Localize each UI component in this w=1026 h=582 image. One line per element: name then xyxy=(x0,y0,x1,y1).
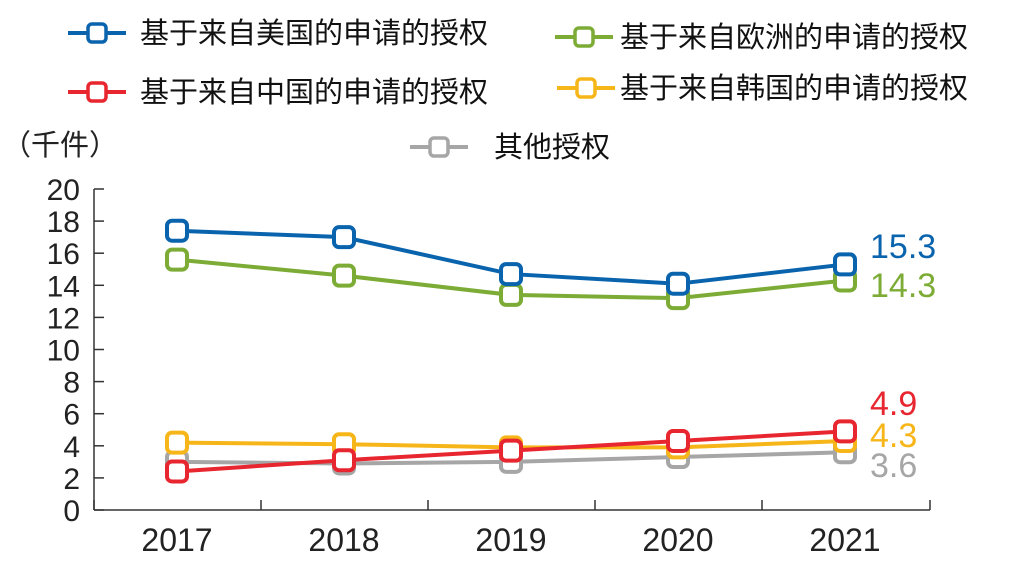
legend-label-korea: 基于来自韩国的申请的授权 xyxy=(620,71,968,105)
legend-label-china: 基于来自中国的申请的授权 xyxy=(140,75,488,109)
end-labels: 15.314.3 4.94.33.6 xyxy=(870,228,936,485)
y-unit-label: （千件） xyxy=(2,128,118,162)
end-value-label: 15.3 xyxy=(870,228,936,266)
end-value-label: 4.3 xyxy=(870,417,917,455)
y-tick-label: 10 xyxy=(47,335,80,368)
series-2 xyxy=(165,419,857,484)
legend-item-china: 基于来自中国的申请的授权 xyxy=(68,75,488,109)
y-tick-label: 0 xyxy=(63,495,80,528)
y-tick-label: 14 xyxy=(47,270,80,303)
end-value-label: 4.9 xyxy=(870,385,917,423)
legend-item-korea: 基于来自韩国的申请的授权 xyxy=(557,71,968,105)
series-0 xyxy=(165,218,857,296)
data-point xyxy=(165,218,189,243)
data-point xyxy=(332,263,356,288)
data-point xyxy=(165,430,189,455)
legend-marker-korea xyxy=(575,77,597,99)
data-point xyxy=(332,448,356,473)
x-tick-label: 2021 xyxy=(809,522,880,558)
y-tick-label: 8 xyxy=(63,367,80,400)
data-point xyxy=(499,282,523,307)
y-tick-label: 12 xyxy=(47,302,80,335)
legend-marker-other xyxy=(428,136,450,158)
data-point xyxy=(666,428,690,453)
legend-item-other: 其他授权 xyxy=(410,130,610,164)
x-tick-label: 2017 xyxy=(141,522,212,558)
data-point xyxy=(666,271,690,296)
data-point xyxy=(165,459,189,484)
series-group xyxy=(165,218,857,484)
x-tick-label: 2019 xyxy=(475,522,546,558)
data-point xyxy=(332,225,356,250)
legend-marker-china xyxy=(86,81,108,103)
data-point xyxy=(499,262,523,287)
y-tick-label: 16 xyxy=(47,238,80,271)
legend-item-usa: 基于来自美国的申请的授权 xyxy=(68,16,488,50)
y-tick-label: 18 xyxy=(47,206,80,239)
legend-label-usa: 基于来自美国的申请的授权 xyxy=(140,16,488,50)
y-tick-label: 6 xyxy=(63,399,80,432)
legend-label-europe: 基于来自欧洲的申请的授权 xyxy=(620,20,968,54)
legend-item-europe: 基于来自欧洲的申请的授权 xyxy=(555,20,968,54)
legend: 基于来自美国的申请的授权 基于来自欧洲的申请的授权 基于来自中国的申请的授权 基… xyxy=(68,16,968,164)
y-tick-label: 20 xyxy=(47,174,80,207)
data-point xyxy=(165,247,189,272)
data-point xyxy=(833,419,857,444)
legend-marker-europe xyxy=(573,26,595,48)
x-tick-label: 2018 xyxy=(308,522,379,558)
legend-marker-usa xyxy=(86,22,108,44)
y-tick-label: 4 xyxy=(63,431,80,464)
x-ticks: 2017 2018 2019 2020 2021 xyxy=(93,500,931,558)
end-value-label: 3.6 xyxy=(870,447,917,485)
data-point xyxy=(499,438,523,463)
end-value-label: 14.3 xyxy=(870,267,936,305)
y-tick-label: 2 xyxy=(63,463,80,496)
legend-label-other: 其他授权 xyxy=(494,130,610,164)
x-tick-label: 2020 xyxy=(642,522,713,558)
data-point xyxy=(833,252,857,277)
